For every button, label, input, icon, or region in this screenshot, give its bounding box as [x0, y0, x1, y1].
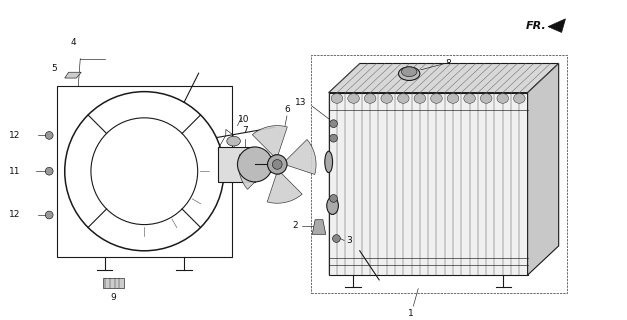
Circle shape	[238, 147, 272, 182]
Text: 4: 4	[71, 38, 76, 47]
Polygon shape	[548, 19, 566, 32]
Polygon shape	[267, 173, 302, 203]
Polygon shape	[65, 72, 82, 78]
Ellipse shape	[480, 93, 492, 103]
Text: 12: 12	[9, 131, 20, 140]
Circle shape	[272, 160, 282, 169]
Polygon shape	[103, 278, 124, 288]
Polygon shape	[286, 140, 316, 174]
Text: 6: 6	[284, 105, 290, 114]
Circle shape	[45, 132, 53, 139]
Ellipse shape	[514, 93, 525, 103]
Circle shape	[330, 120, 337, 128]
Ellipse shape	[447, 93, 459, 103]
Circle shape	[45, 167, 53, 175]
Ellipse shape	[464, 93, 475, 103]
Text: 5: 5	[51, 64, 57, 73]
Text: 11: 11	[9, 167, 20, 176]
Circle shape	[330, 134, 337, 142]
Ellipse shape	[331, 93, 343, 103]
Polygon shape	[528, 63, 559, 275]
Polygon shape	[329, 63, 559, 92]
Ellipse shape	[497, 93, 508, 103]
Text: 9: 9	[111, 293, 117, 302]
Text: 10: 10	[238, 115, 250, 124]
Ellipse shape	[327, 197, 339, 214]
Ellipse shape	[414, 93, 426, 103]
Ellipse shape	[364, 93, 376, 103]
Polygon shape	[218, 147, 255, 182]
Circle shape	[268, 155, 287, 174]
Polygon shape	[252, 126, 287, 156]
Ellipse shape	[431, 93, 442, 103]
Ellipse shape	[398, 93, 409, 103]
Circle shape	[330, 195, 337, 202]
Text: 1: 1	[408, 309, 413, 318]
Polygon shape	[312, 220, 326, 234]
Polygon shape	[238, 154, 268, 189]
Text: 2: 2	[292, 221, 298, 230]
Ellipse shape	[381, 93, 393, 103]
Ellipse shape	[348, 93, 359, 103]
Polygon shape	[329, 92, 528, 275]
Circle shape	[45, 211, 53, 219]
Text: 12: 12	[9, 211, 20, 220]
Circle shape	[332, 235, 340, 243]
Text: 3: 3	[346, 236, 352, 245]
Text: 8: 8	[445, 59, 451, 68]
Ellipse shape	[399, 67, 420, 80]
Text: FR.: FR.	[525, 20, 546, 30]
Text: 13: 13	[295, 98, 307, 107]
Ellipse shape	[227, 136, 240, 146]
Ellipse shape	[401, 67, 417, 76]
Text: 7: 7	[243, 126, 248, 135]
Ellipse shape	[325, 151, 332, 172]
